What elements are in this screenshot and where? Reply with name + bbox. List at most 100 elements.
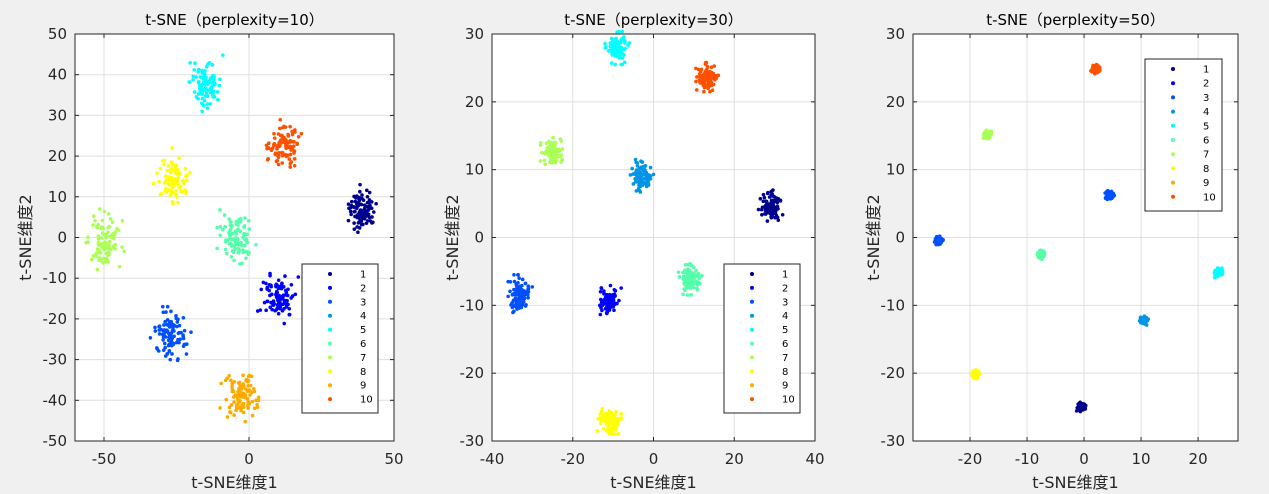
data-point bbox=[277, 126, 282, 131]
legend-marker bbox=[750, 397, 754, 402]
data-point bbox=[248, 383, 253, 388]
legend-label: 10 bbox=[1203, 192, 1216, 203]
series-6 bbox=[1035, 248, 1047, 262]
x-tick-label: -40 bbox=[480, 450, 505, 468]
data-point bbox=[182, 328, 187, 333]
data-point bbox=[255, 309, 260, 313]
data-point bbox=[599, 300, 604, 305]
legend-marker bbox=[328, 327, 332, 332]
data-point bbox=[99, 226, 104, 231]
data-point bbox=[606, 412, 611, 417]
data-point bbox=[177, 323, 182, 328]
data-point bbox=[280, 308, 285, 313]
data-point bbox=[200, 92, 204, 96]
data-point bbox=[200, 68, 204, 73]
data-point bbox=[168, 193, 173, 198]
data-point bbox=[113, 242, 118, 247]
data-point bbox=[233, 246, 237, 251]
data-point bbox=[364, 214, 369, 218]
data-point bbox=[106, 260, 110, 264]
data-point bbox=[230, 384, 234, 389]
data-point bbox=[239, 408, 243, 413]
data-point bbox=[284, 290, 289, 295]
data-point bbox=[228, 241, 233, 246]
data-point bbox=[692, 265, 696, 270]
data-point bbox=[243, 216, 247, 220]
legend-label: 4 bbox=[1203, 107, 1209, 118]
data-point bbox=[245, 232, 249, 237]
data-point bbox=[554, 147, 558, 152]
data-point bbox=[775, 204, 780, 209]
data-point bbox=[194, 75, 199, 79]
data-point bbox=[104, 235, 108, 240]
data-point bbox=[360, 193, 364, 197]
data-point bbox=[276, 151, 281, 155]
legend-label: 9 bbox=[1203, 178, 1209, 189]
chart-panel-3: -20 -10 0 10 20 30 20 10 0 -10 -20 -30 t-SNE（perplex… bbox=[864, 11, 1239, 492]
data-point bbox=[218, 233, 222, 238]
data-point bbox=[359, 219, 364, 223]
data-point bbox=[230, 231, 235, 236]
legend-marker bbox=[1171, 67, 1175, 71]
data-point bbox=[196, 92, 201, 96]
data-point bbox=[240, 261, 244, 266]
data-point bbox=[633, 157, 638, 162]
data-point bbox=[619, 286, 623, 290]
data-point bbox=[689, 293, 694, 297]
data-point bbox=[762, 204, 767, 209]
data-point bbox=[228, 410, 233, 415]
data-point bbox=[211, 77, 216, 81]
data-point bbox=[199, 101, 204, 106]
data-point bbox=[282, 124, 286, 129]
data-point bbox=[683, 275, 688, 280]
data-point bbox=[221, 53, 225, 57]
data-point bbox=[167, 349, 172, 353]
data-point bbox=[231, 389, 236, 394]
data-point bbox=[619, 45, 623, 50]
data-point bbox=[204, 65, 209, 69]
data-point bbox=[211, 89, 216, 94]
data-point bbox=[613, 43, 618, 47]
y-tick-label: -20 bbox=[43, 310, 68, 328]
data-point bbox=[547, 154, 552, 158]
data-point bbox=[551, 150, 555, 155]
y-tick-label: 10 bbox=[48, 188, 67, 206]
y-tick-label: 30 bbox=[48, 106, 67, 124]
data-point bbox=[681, 292, 685, 297]
data-point bbox=[708, 89, 712, 94]
data-point bbox=[163, 181, 167, 185]
data-point bbox=[167, 320, 172, 325]
chart-panel-2: -40 -20 0 20 40 30 20 10 0 -10 -20 -30 t-SNE（perplex… bbox=[443, 11, 825, 492]
data-point bbox=[165, 322, 169, 327]
y-tick-label: -10 bbox=[460, 296, 485, 314]
data-point bbox=[95, 267, 100, 272]
data-point bbox=[170, 352, 174, 356]
data-point bbox=[210, 84, 214, 88]
legend-marker bbox=[328, 285, 332, 290]
series-3 bbox=[506, 273, 535, 315]
data-point bbox=[86, 235, 90, 239]
data-point bbox=[683, 268, 687, 273]
data-point bbox=[232, 243, 237, 248]
data-point bbox=[612, 292, 617, 296]
y-tick-label: -50 bbox=[43, 432, 68, 450]
data-point bbox=[1082, 403, 1086, 408]
data-point bbox=[282, 321, 287, 326]
data-point bbox=[688, 282, 693, 287]
data-point bbox=[262, 300, 267, 305]
data-point bbox=[200, 75, 205, 79]
series-10 bbox=[1089, 62, 1102, 76]
data-point bbox=[510, 293, 515, 297]
data-point bbox=[1215, 266, 1220, 270]
data-point bbox=[234, 403, 239, 407]
data-point bbox=[352, 221, 356, 225]
data-point bbox=[530, 285, 535, 289]
data-point bbox=[265, 146, 269, 151]
data-point bbox=[102, 209, 107, 214]
data-point bbox=[609, 411, 614, 415]
data-point bbox=[236, 398, 240, 403]
data-point bbox=[549, 157, 554, 161]
data-point bbox=[232, 258, 236, 263]
data-point bbox=[762, 195, 767, 200]
